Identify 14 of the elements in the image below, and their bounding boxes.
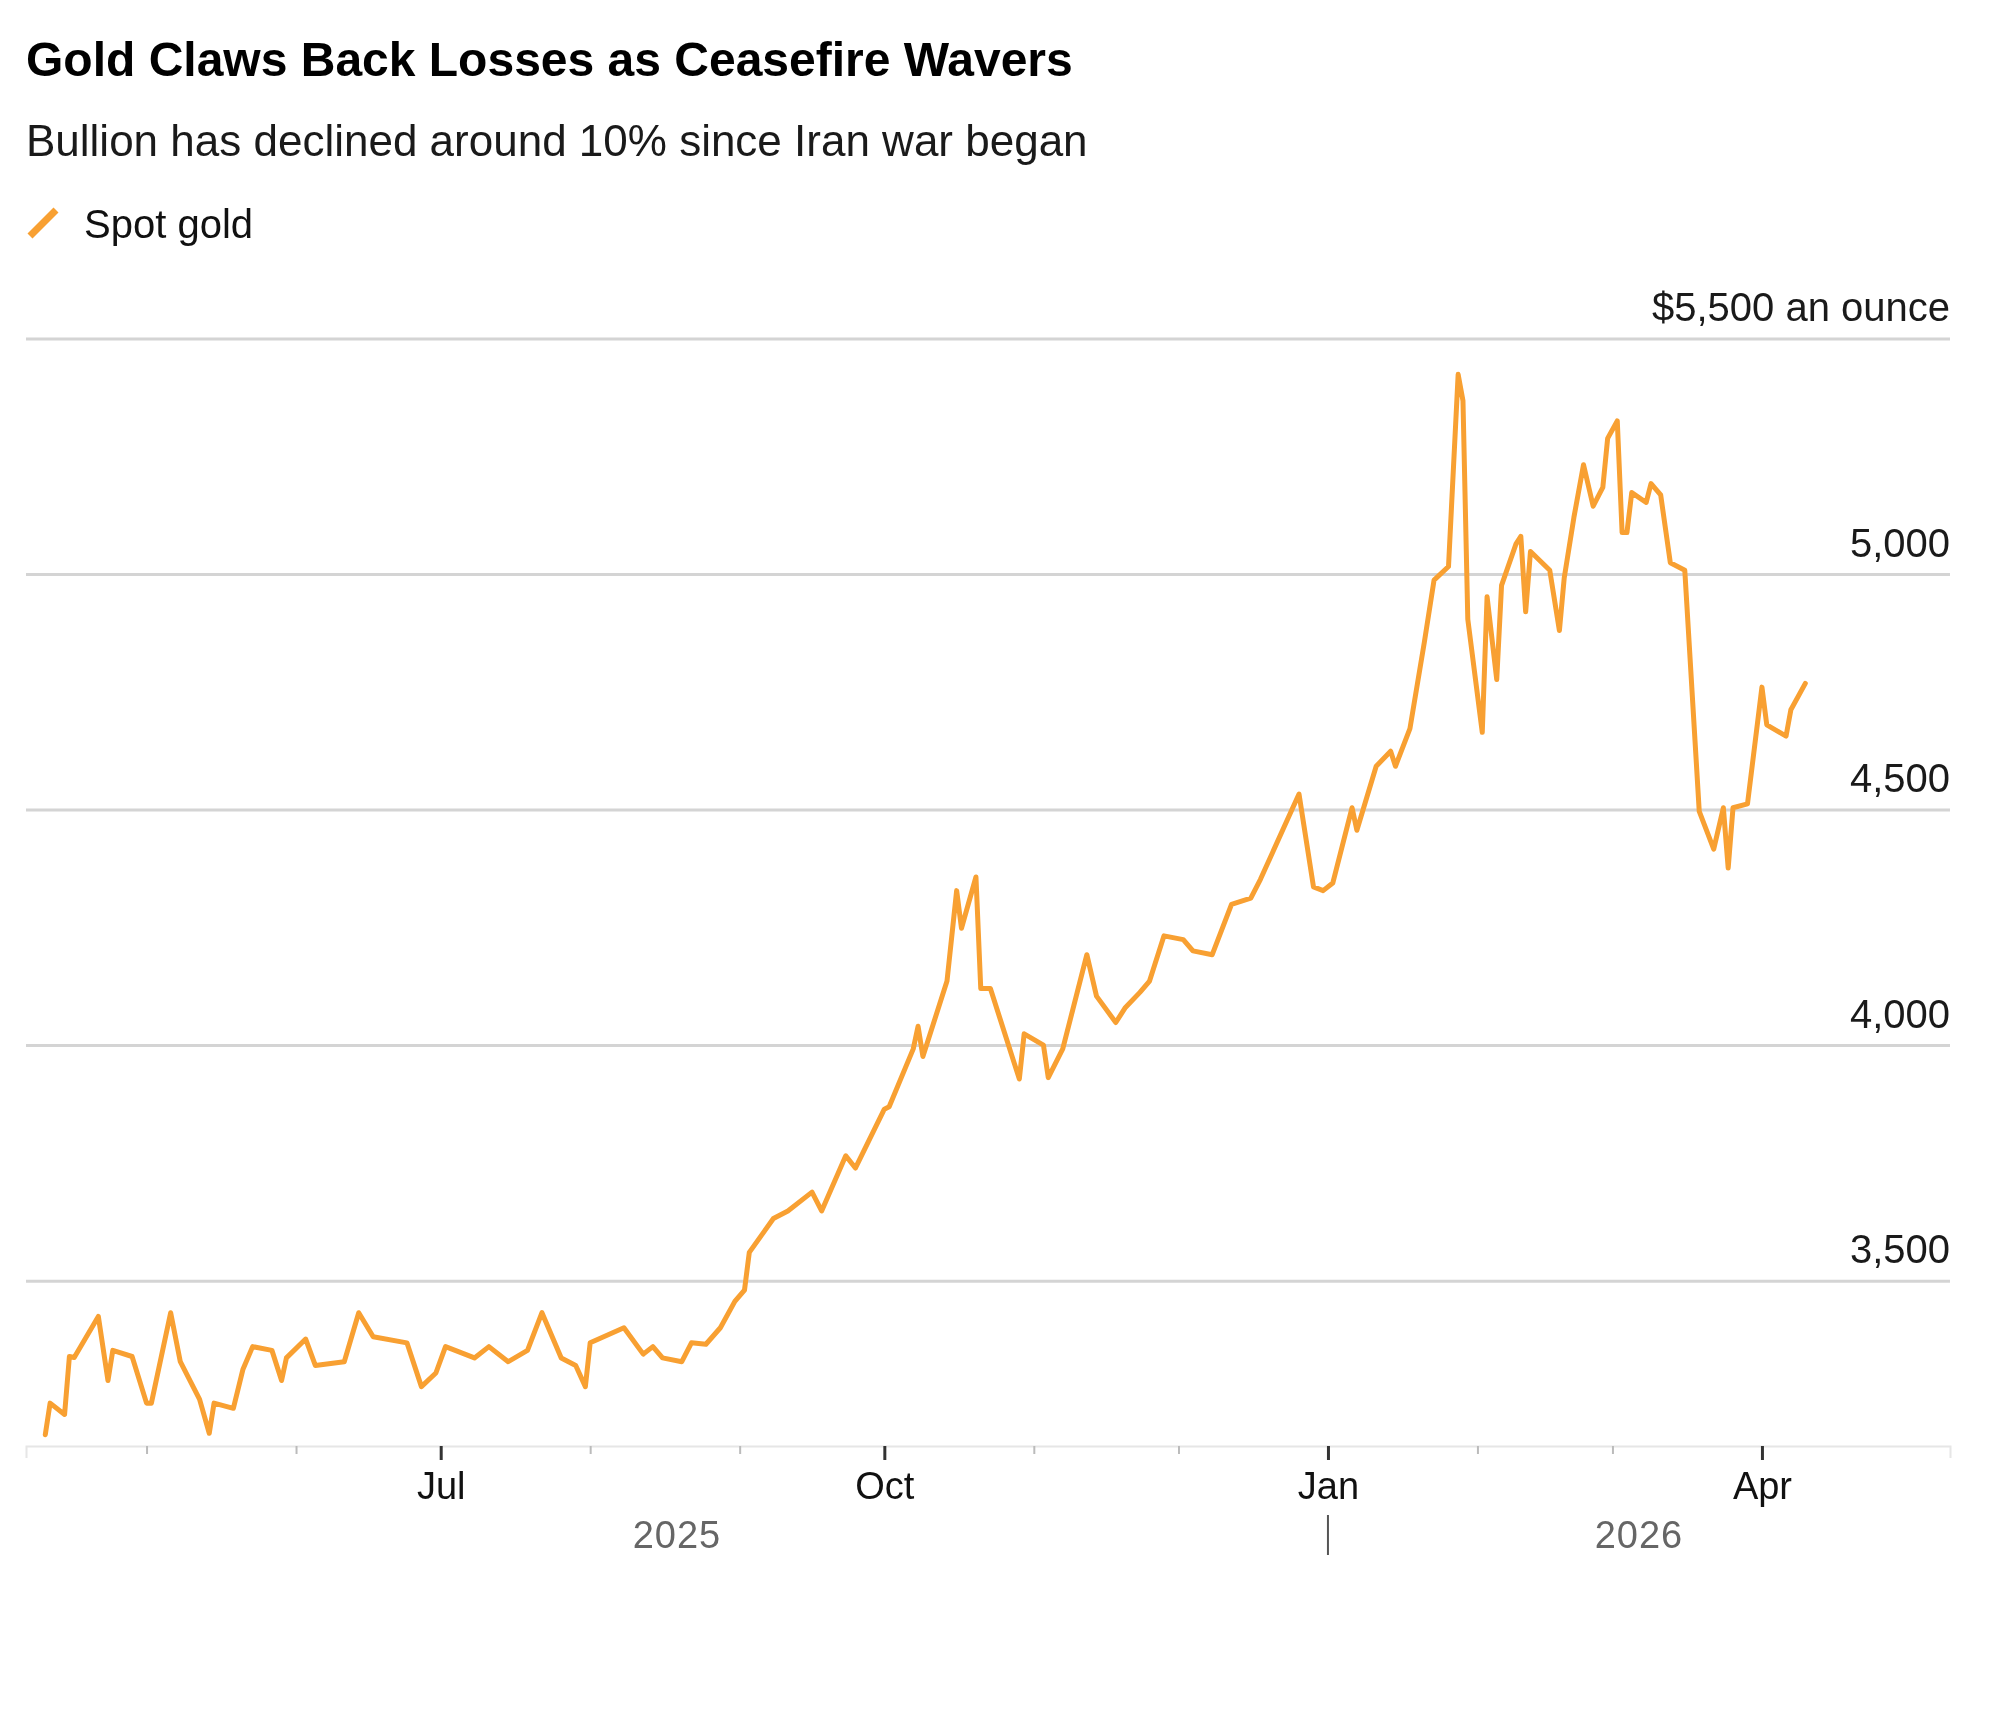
text: 2026	[1594, 1514, 1684, 1556]
y-tick-label: 5,000	[1849, 520, 1950, 565]
chart-subtitle: Bullion has declined around 10% since Iran war began	[26, 116, 1088, 165]
y-tick-label: 3,500	[1849, 1227, 1950, 1272]
x-tick-label: Oct	[855, 1464, 915, 1507]
chart-title: Gold Claws Back Losses as Ceasefire Wavers	[26, 33, 1073, 86]
text: 2025	[632, 1514, 722, 1556]
y-tick-label: 4,000	[1849, 991, 1950, 1036]
y-tick-label: 4,500	[1849, 756, 1950, 801]
x-tick-label: Jan	[1297, 1464, 1360, 1507]
legend-label: Spot gold	[84, 202, 254, 246]
y-tick-label: $5,500 an ounce	[1651, 285, 1950, 329]
x-tick-label: Jul	[416, 1464, 466, 1507]
x-tick-label: Apr	[1732, 1464, 1793, 1507]
